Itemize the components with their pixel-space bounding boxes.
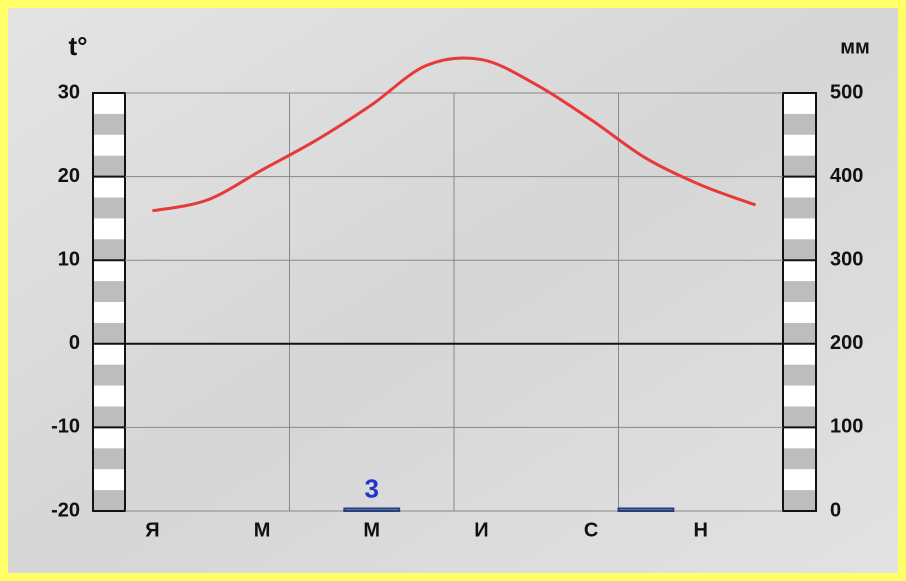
- background: [8, 8, 898, 573]
- y2-tick-label: 300: [830, 248, 863, 270]
- y-tick-label: 0: [69, 332, 80, 354]
- temperature-line: [152, 56, 757, 213]
- precipitation-bar: [343, 507, 401, 513]
- y2-axis-title: мм: [840, 36, 870, 58]
- right-scale: [782, 92, 817, 512]
- x-tick-label: С: [584, 519, 598, 541]
- y2-tick-label: 100: [830, 416, 863, 438]
- x-tick-label: Я: [145, 519, 159, 541]
- x-tick-label: М: [363, 519, 380, 541]
- left-scale: [92, 92, 126, 512]
- y-tick-label: 10: [58, 248, 80, 270]
- value-label: 3: [365, 473, 379, 503]
- y-tick-label: 20: [58, 165, 80, 187]
- y-tick-label: -20: [51, 499, 80, 521]
- x-tick-label: М: [254, 519, 271, 541]
- y2-tick-label: 400: [830, 165, 863, 187]
- y-tick-label: 30: [58, 81, 80, 103]
- x-tick-label: И: [474, 519, 488, 541]
- y2-tick-label: 200: [830, 332, 863, 354]
- y2-tick-label: 0: [830, 499, 841, 521]
- x-tick-label: Н: [694, 519, 708, 541]
- y-axis-title: t°: [68, 31, 87, 61]
- y-tick-label: -10: [51, 416, 80, 438]
- y2-tick-label: 500: [830, 81, 863, 103]
- precipitation-bar: [617, 507, 675, 513]
